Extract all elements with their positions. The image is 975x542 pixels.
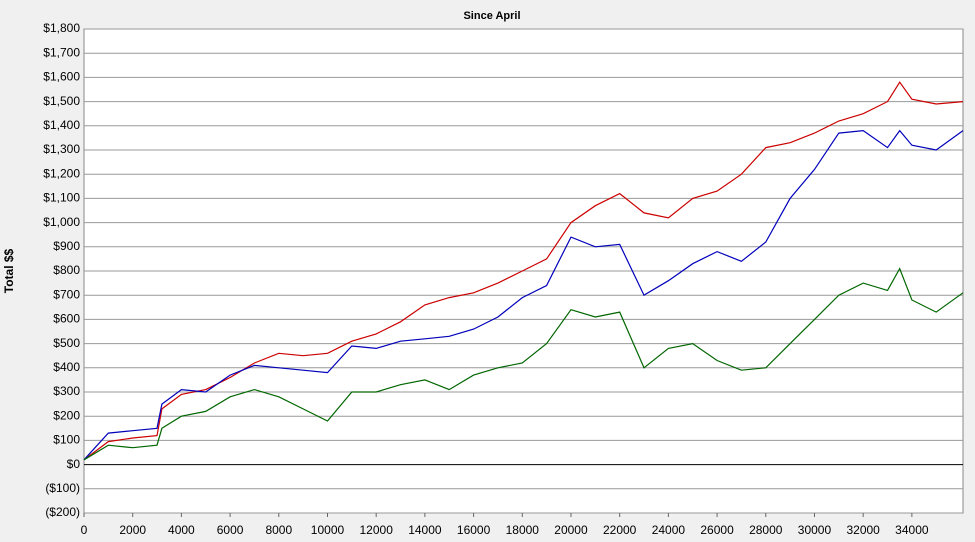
y-tick-label: $400 bbox=[53, 360, 80, 374]
x-tick-label: 20000 bbox=[554, 523, 588, 537]
x-tick-label: 12000 bbox=[360, 523, 394, 537]
y-tick-label: $600 bbox=[53, 312, 80, 326]
y-tick-label: $1,300 bbox=[43, 142, 80, 156]
x-tick-label: 4000 bbox=[168, 523, 195, 537]
x-tick-label: 18000 bbox=[506, 523, 540, 537]
series-line bbox=[83, 129, 964, 461]
series-line bbox=[83, 81, 964, 461]
y-tick-label: $100 bbox=[53, 433, 80, 447]
x-tick-label: 24000 bbox=[652, 523, 686, 537]
y-tick-label: $1,200 bbox=[43, 166, 80, 180]
y-tick-label: ($200) bbox=[45, 505, 80, 519]
x-tick-label: 0 bbox=[81, 523, 88, 537]
x-tick-label: 32000 bbox=[846, 523, 880, 537]
y-axis-label: Total $$ bbox=[2, 248, 16, 293]
y-tick-label: $500 bbox=[53, 336, 80, 350]
y-tick-label: $700 bbox=[53, 287, 80, 301]
x-tick-label: 6000 bbox=[217, 523, 244, 537]
x-tick-label: 10000 bbox=[311, 523, 345, 537]
y-tick-label: $800 bbox=[53, 263, 80, 277]
y-tick-label: $1,100 bbox=[43, 191, 80, 205]
series-line bbox=[83, 267, 964, 461]
x-tick-label: 14000 bbox=[408, 523, 442, 537]
y-tick-label: $200 bbox=[53, 408, 80, 422]
x-tick-label: 34000 bbox=[895, 523, 929, 537]
y-tick-label: $1,800 bbox=[43, 21, 80, 35]
x-tick-label: 16000 bbox=[457, 523, 491, 537]
x-tick-label: 8000 bbox=[265, 523, 292, 537]
chart-title: Since April bbox=[463, 10, 520, 22]
x-tick-label: 22000 bbox=[603, 523, 637, 537]
y-tick-label: $1,700 bbox=[43, 45, 80, 59]
x-tick-label: 26000 bbox=[700, 523, 734, 537]
y-tick-label: $0 bbox=[67, 457, 81, 471]
y-tick-label: ($100) bbox=[45, 481, 80, 495]
y-tick-label: $1,500 bbox=[43, 94, 80, 108]
y-tick-label: $900 bbox=[53, 239, 80, 253]
y-tick-label: $1,000 bbox=[43, 215, 80, 229]
y-tick-label: $1,600 bbox=[43, 70, 80, 84]
x-tick-label: 28000 bbox=[749, 523, 783, 537]
y-tick-label: $1,400 bbox=[43, 118, 80, 132]
x-tick-label: 2000 bbox=[119, 523, 146, 537]
x-tick-label: 30000 bbox=[798, 523, 832, 537]
y-tick-label: $300 bbox=[53, 384, 80, 398]
